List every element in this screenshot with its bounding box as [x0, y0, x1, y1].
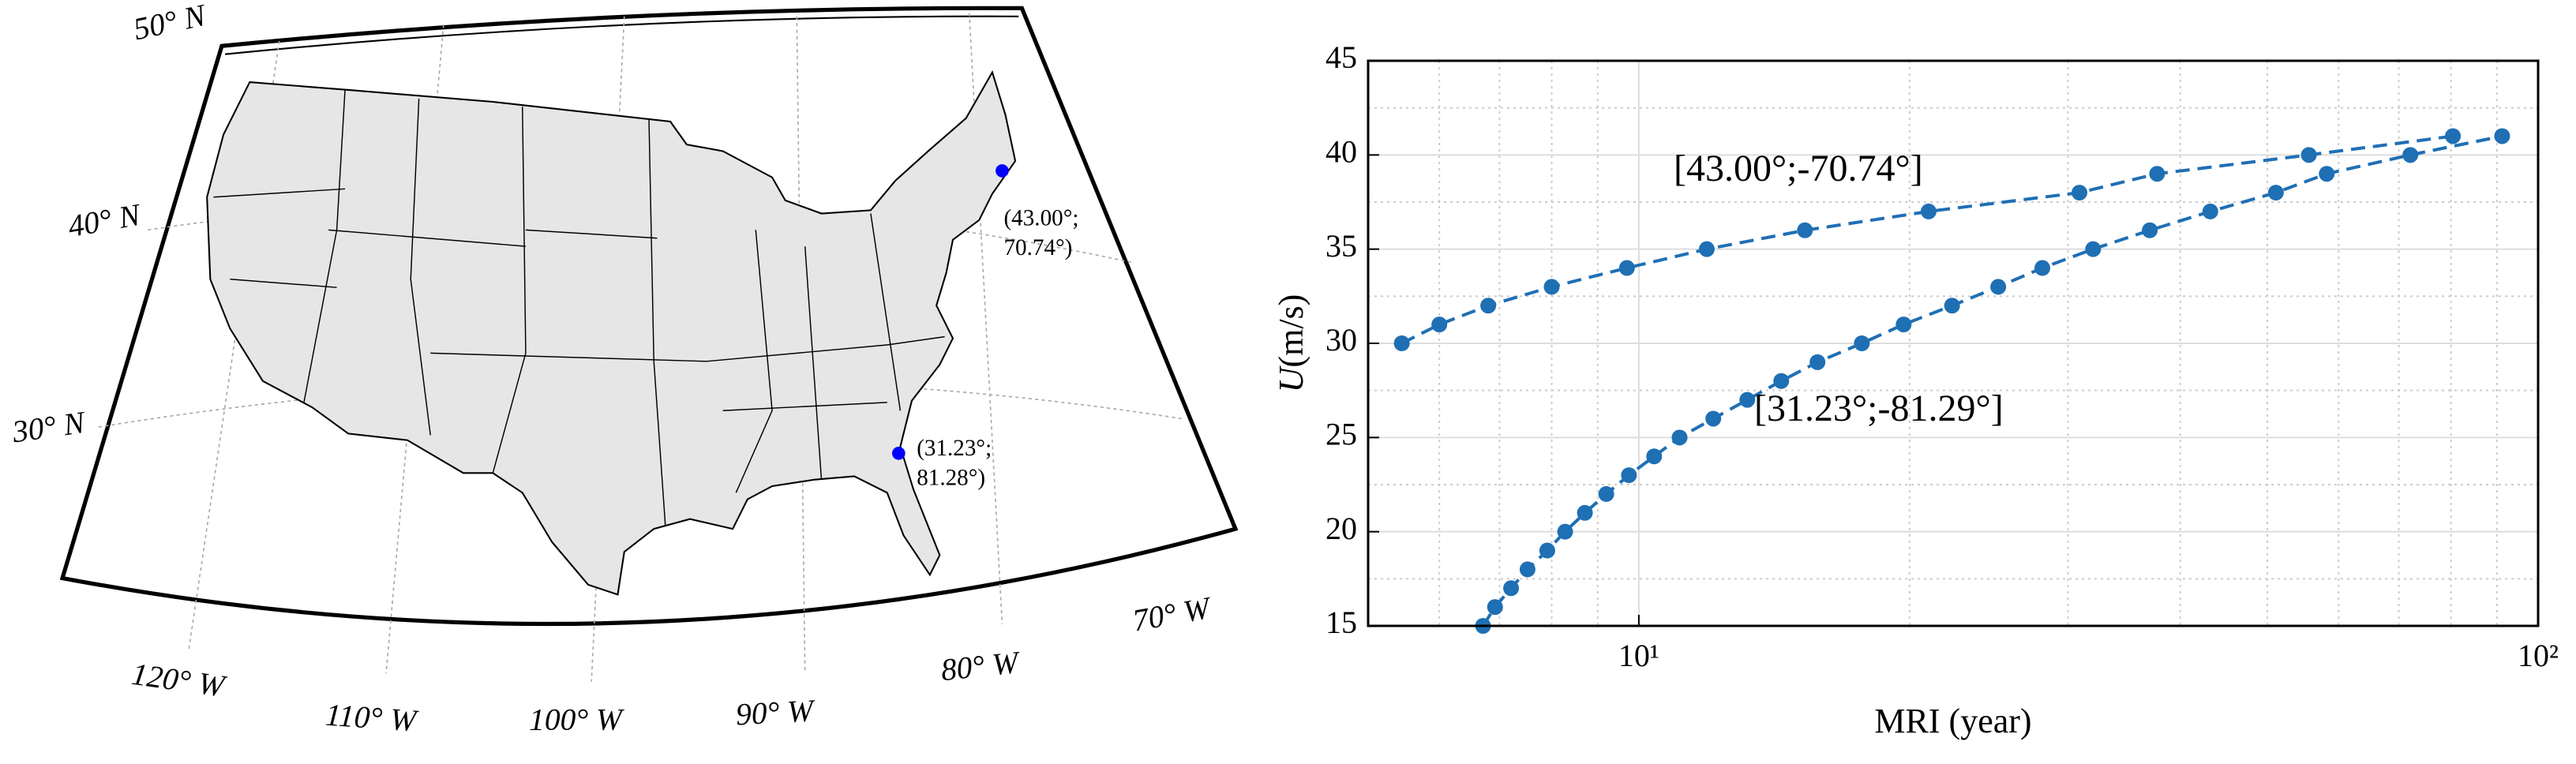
y-tick-label: 25	[1325, 417, 1357, 452]
data-point	[1773, 373, 1790, 389]
us-outline	[206, 69, 1017, 596]
lat-label: 50° N	[130, 0, 210, 47]
location-marker	[996, 164, 1009, 178]
data-point	[2319, 166, 2335, 182]
data-point	[2142, 222, 2158, 238]
data-point	[1539, 542, 1555, 559]
data-point	[1920, 203, 1937, 219]
lon-label: 110° W	[324, 698, 420, 739]
y-axis-unit: (m/s)	[1272, 294, 1310, 368]
annotation: [31.23°;-81.29°]	[1754, 388, 2004, 429]
data-point	[2202, 203, 2218, 219]
data-point	[1895, 316, 1912, 333]
data-point	[1393, 335, 1410, 351]
data-point	[1618, 260, 1635, 276]
data-point	[1480, 298, 1497, 314]
data-point	[1739, 391, 1756, 408]
data-point	[1519, 561, 1535, 578]
y-axis-label: U(m/s)	[1272, 294, 1310, 393]
data-point	[2494, 128, 2510, 144]
data-point	[1598, 485, 1614, 502]
y-tick-label: 40	[1325, 134, 1357, 170]
data-point	[1698, 241, 1715, 257]
y-tick-label: 15	[1325, 605, 1357, 640]
data-point	[2402, 147, 2419, 163]
y-tick-label: 45	[1325, 39, 1357, 75]
location-label: 81.28°)	[917, 465, 985, 490]
state-lines	[213, 90, 945, 526]
x-tick-label: 10¹	[1618, 638, 1659, 673]
location-label: 70.74°)	[1003, 235, 1072, 260]
lon-label: 90° W	[735, 693, 816, 732]
data-point	[1797, 222, 1813, 238]
series-line	[1400, 134, 2454, 345]
map-frame-inner	[224, 15, 1019, 55]
y-tick-label: 30	[1325, 322, 1357, 358]
data-point	[1705, 410, 1722, 427]
data-point	[2085, 241, 2102, 257]
data-point	[1621, 467, 1637, 484]
data-point	[1431, 316, 1448, 333]
y-tick-label: 35	[1325, 228, 1357, 264]
data-point	[1854, 335, 1870, 351]
y-axis-symbol: U	[1272, 365, 1310, 392]
lon-label: 80° W	[939, 645, 1022, 687]
plot-border	[1367, 59, 2540, 627]
data-point	[1671, 429, 1688, 446]
data-point	[1990, 279, 2007, 295]
lat-label: 40° N	[66, 197, 144, 244]
series-line	[1481, 134, 2503, 627]
lon-label: 120° W	[129, 657, 229, 704]
data-point	[1487, 599, 1503, 616]
data-point	[1809, 354, 1826, 370]
data-point	[2445, 128, 2462, 144]
data-point	[2300, 147, 2317, 163]
data-point	[1646, 448, 1663, 465]
lon-label: 100° W	[529, 702, 624, 737]
y-tick-label: 20	[1325, 511, 1357, 546]
data-point	[1557, 523, 1573, 540]
location-label: (31.23°;	[917, 436, 992, 461]
annotation: [43.00°;-70.74°]	[1674, 148, 1923, 189]
location-marker	[891, 447, 906, 460]
data-point	[1944, 298, 1960, 314]
map: 50° N 40° N 30° N 120° W 110° W 100° W 90° W 80…	[9, 0, 1239, 739]
data-point	[2034, 260, 2051, 276]
lat-label: 30° N	[9, 405, 88, 450]
data-point	[1577, 504, 1593, 521]
lon-label: 70° W	[1130, 590, 1214, 639]
data-point	[1503, 580, 1520, 597]
x-axis-label: MRI (year)	[1874, 702, 2031, 740]
chart: 15 20 25 30 35 40 45 10¹ 10² [43.00°;-70.74°] [31.…	[1272, 39, 2559, 740]
data-point	[2267, 185, 2284, 201]
data-point	[2149, 166, 2165, 182]
x-tick-label: 10²	[2518, 638, 2559, 673]
data-point	[1543, 279, 1560, 295]
data-point	[2072, 185, 2088, 201]
location-label: (43.00°;	[1003, 206, 1078, 231]
